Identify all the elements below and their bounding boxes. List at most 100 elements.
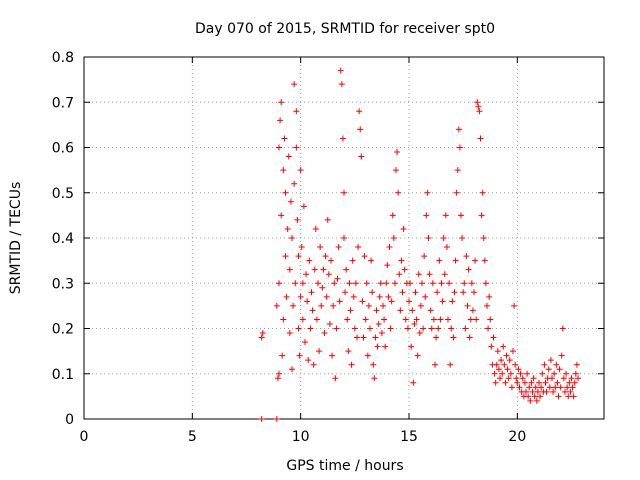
data-point <box>307 325 314 332</box>
data-point <box>486 293 493 300</box>
data-point <box>293 144 300 151</box>
data-point <box>316 348 323 355</box>
data-point <box>404 325 411 332</box>
data-point <box>317 244 324 251</box>
data-point <box>357 126 364 133</box>
data-point <box>527 397 534 404</box>
data-point <box>408 343 415 350</box>
data-point <box>532 384 539 391</box>
data-point <box>282 253 289 260</box>
data-point <box>556 366 563 373</box>
data-point <box>276 280 282 287</box>
data-point <box>533 397 540 404</box>
data-point <box>333 325 340 332</box>
data-point <box>490 334 497 341</box>
data-point <box>478 212 485 219</box>
data-point <box>258 334 265 341</box>
data-point <box>452 257 459 264</box>
data-point <box>368 257 375 264</box>
data-point <box>258 416 265 422</box>
data-point <box>389 212 396 219</box>
data-point <box>450 334 457 341</box>
data-point <box>468 280 475 287</box>
data-point <box>519 375 526 382</box>
data-point <box>290 302 297 309</box>
data-point <box>407 280 414 287</box>
data-point <box>420 325 427 332</box>
data-point <box>273 302 280 309</box>
data-point <box>472 257 479 264</box>
data-point <box>276 144 282 151</box>
data-point <box>453 189 460 196</box>
data-point <box>276 370 282 377</box>
data-point <box>487 316 494 323</box>
data-point <box>351 325 358 332</box>
data-point <box>283 293 290 300</box>
data-point <box>416 330 423 337</box>
data-point <box>559 325 566 332</box>
data-point <box>426 271 433 278</box>
data-point <box>493 361 500 368</box>
data-point <box>463 253 470 260</box>
y-tick-label: 0.2 <box>52 322 74 338</box>
y-tick-label: 0.3 <box>52 276 74 292</box>
data-point <box>516 384 523 391</box>
data-point <box>362 316 369 323</box>
data-point <box>446 280 453 287</box>
data-point <box>326 320 333 327</box>
data-point <box>373 307 380 314</box>
data-point <box>529 388 536 395</box>
data-point <box>565 393 572 400</box>
data-point <box>359 298 366 305</box>
data-point <box>530 375 537 382</box>
data-point <box>339 135 346 142</box>
data-point <box>303 271 310 278</box>
data-point <box>475 103 482 110</box>
data-point <box>456 144 463 151</box>
data-point <box>312 225 319 232</box>
data-point <box>329 352 336 359</box>
data-point <box>549 375 555 382</box>
y-tick-label: 0.7 <box>52 95 74 111</box>
data-point <box>331 280 338 287</box>
data-point <box>400 225 407 232</box>
data-point <box>280 316 287 323</box>
data-point <box>485 325 492 332</box>
data-point <box>298 244 305 251</box>
data-point <box>282 189 289 196</box>
data-point <box>427 307 434 314</box>
data-point <box>562 388 568 395</box>
data-point <box>537 393 544 400</box>
data-point <box>477 135 484 142</box>
data-point <box>469 307 476 314</box>
data-point <box>555 393 562 400</box>
data-point <box>436 257 443 264</box>
data-point <box>425 235 432 241</box>
data-point <box>391 280 398 287</box>
data-point <box>399 289 406 296</box>
data-point <box>429 280 436 287</box>
data-point <box>512 361 519 368</box>
data-point <box>308 289 315 296</box>
data-point <box>459 235 466 241</box>
data-point <box>473 316 480 323</box>
data-point <box>434 289 441 296</box>
data-point <box>337 67 344 74</box>
data-point <box>361 253 368 260</box>
data-point <box>564 384 571 391</box>
data-point <box>440 235 447 241</box>
data-point <box>542 379 549 386</box>
data-point <box>325 271 332 278</box>
x-tick-label: 0 <box>80 429 89 445</box>
data-point <box>364 352 371 359</box>
data-point <box>441 271 448 278</box>
data-point <box>299 280 306 287</box>
data-point <box>443 244 450 251</box>
data-point <box>293 108 300 115</box>
y-tick-label: 0.1 <box>52 367 74 383</box>
data-point <box>461 280 468 287</box>
y-axis-label: SRMTID / TECUs <box>8 182 24 295</box>
data-point <box>291 180 298 187</box>
data-point <box>334 275 341 282</box>
data-point <box>547 357 554 364</box>
